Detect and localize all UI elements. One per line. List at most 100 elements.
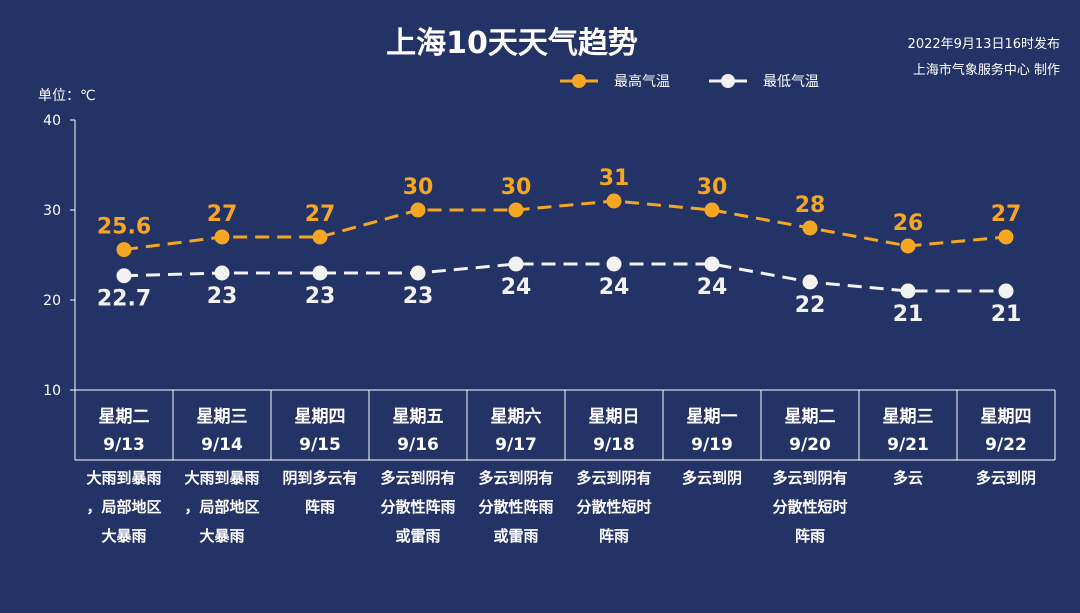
weather-condition-text: 阵雨 [305,498,335,516]
data-label: 23 [207,284,238,309]
weather-condition-text: 阵雨 [599,527,629,545]
data-label: 22 [795,293,826,318]
weather-condition-text: 多云到阴有 [576,469,651,487]
weather-condition-text: 多云到阴 [682,469,742,487]
data-point [998,283,1014,299]
y-tick-label: 20 [43,293,61,309]
data-point [802,220,818,236]
weather-condition-text: 分散性短时 [576,498,651,516]
data-label: 21 [991,302,1022,327]
date-label: 9/17 [495,435,537,455]
y-tick-label: 40 [43,113,61,129]
legend-low-label: 最低气温 [763,74,819,90]
data-point [410,202,426,218]
data-label: 22.7 [97,287,151,312]
data-label: 26 [893,211,924,236]
weather-condition-text: 大暴雨 [199,527,244,545]
data-point [704,256,720,272]
data-label: 23 [403,284,434,309]
data-label: 27 [991,202,1022,227]
legend-high-marker [572,74,586,88]
data-point [998,229,1014,245]
weather-condition-text: 多云到阴有 [772,469,847,487]
data-label: 24 [697,275,728,300]
weekday-label: 星期三 [197,407,248,427]
weekday-label: 星期一 [687,407,738,427]
data-label: 24 [501,275,532,300]
date-label: 9/15 [299,435,341,455]
data-point [802,274,818,290]
data-point [606,193,622,209]
weather-condition-text: 大雨到暴雨 [184,469,259,487]
data-point [606,256,622,272]
date-label: 9/18 [593,435,635,455]
data-point [900,238,916,254]
data-point [508,256,524,272]
weather-condition-text: 分散性阵雨 [478,498,553,516]
weekday-label: 星期三 [883,407,934,427]
weekday-label: 星期二 [785,407,836,427]
weather-condition-text: 大暴雨 [101,527,146,545]
weekday-label: 星期二 [99,407,150,427]
axes: 10 20 30 40 [43,113,76,399]
unit-label: 单位：℃ [38,88,96,104]
date-label: 9/16 [397,435,439,455]
data-point [312,265,328,281]
legend: 最高气温 最低气温 [560,73,819,90]
data-label: 30 [697,175,728,200]
date-label: 9/19 [691,435,733,455]
weather-condition-text: 大雨到暴雨 [86,469,161,487]
data-point [116,268,132,284]
y-tick-label: 10 [43,383,61,399]
issue-time: 2022年9月13日16时发布 [908,36,1060,52]
chart-title: 上海10天天气趋势 [386,26,638,61]
issuer: 上海市气象服务中心 制作 [913,62,1060,78]
date-label: 9/20 [789,435,831,455]
data-point [508,202,524,218]
weather-condition-text: ，局部地区 [86,498,161,516]
data-label: 27 [207,202,238,227]
data-label: 31 [599,166,630,191]
data-label: 25.6 [97,215,151,240]
data-point [214,265,230,281]
weather-condition-text: 分散性阵雨 [380,498,455,516]
data-point [214,229,230,245]
date-label: 9/21 [887,435,929,455]
data-label: 23 [305,284,336,309]
weather-condition-text: ，局部地区 [184,498,259,516]
series-line [123,199,1007,252]
weather-condition-text: 阴到多云有 [282,469,357,487]
series-high: 25.6 27 27 30 30 31 30 28 26 27 [97,166,1022,258]
data-point [704,202,720,218]
y-tick-label: 30 [43,203,61,219]
data-label: 28 [795,193,826,218]
weather-condition-text: 多云 [893,469,923,487]
data-label: 21 [893,302,924,327]
weather-condition-text: 或雷雨 [395,527,440,545]
legend-high-label: 最高气温 [614,73,670,90]
data-label: 27 [305,202,336,227]
date-label: 9/14 [201,435,243,455]
date-label: 9/13 [103,435,145,455]
weekday-label: 星期日 [589,407,640,427]
weather-condition-text: 多云到阴有 [380,469,455,487]
weather-condition-text: 阵雨 [795,527,825,545]
weekday-label: 星期五 [393,407,444,427]
weekday-label: 星期六 [491,406,542,427]
weather-condition-text: 多云到阴 [976,469,1036,487]
series-line [123,262,1006,293]
data-point [410,265,426,281]
weather-condition-text: 或雷雨 [493,527,538,545]
weekday-label: 星期四 [295,407,346,427]
data-point [312,229,328,245]
data-label: 30 [403,175,434,200]
data-point [116,242,132,258]
date-label: 9/22 [985,435,1027,455]
data-point [900,283,916,299]
weather-condition-text: 分散性短时 [772,498,847,516]
weather-condition-text: 多云到阴有 [478,469,553,487]
series-low: 22.7 23 23 23 24 24 24 22 21 21 [97,256,1022,327]
data-label: 30 [501,175,532,200]
